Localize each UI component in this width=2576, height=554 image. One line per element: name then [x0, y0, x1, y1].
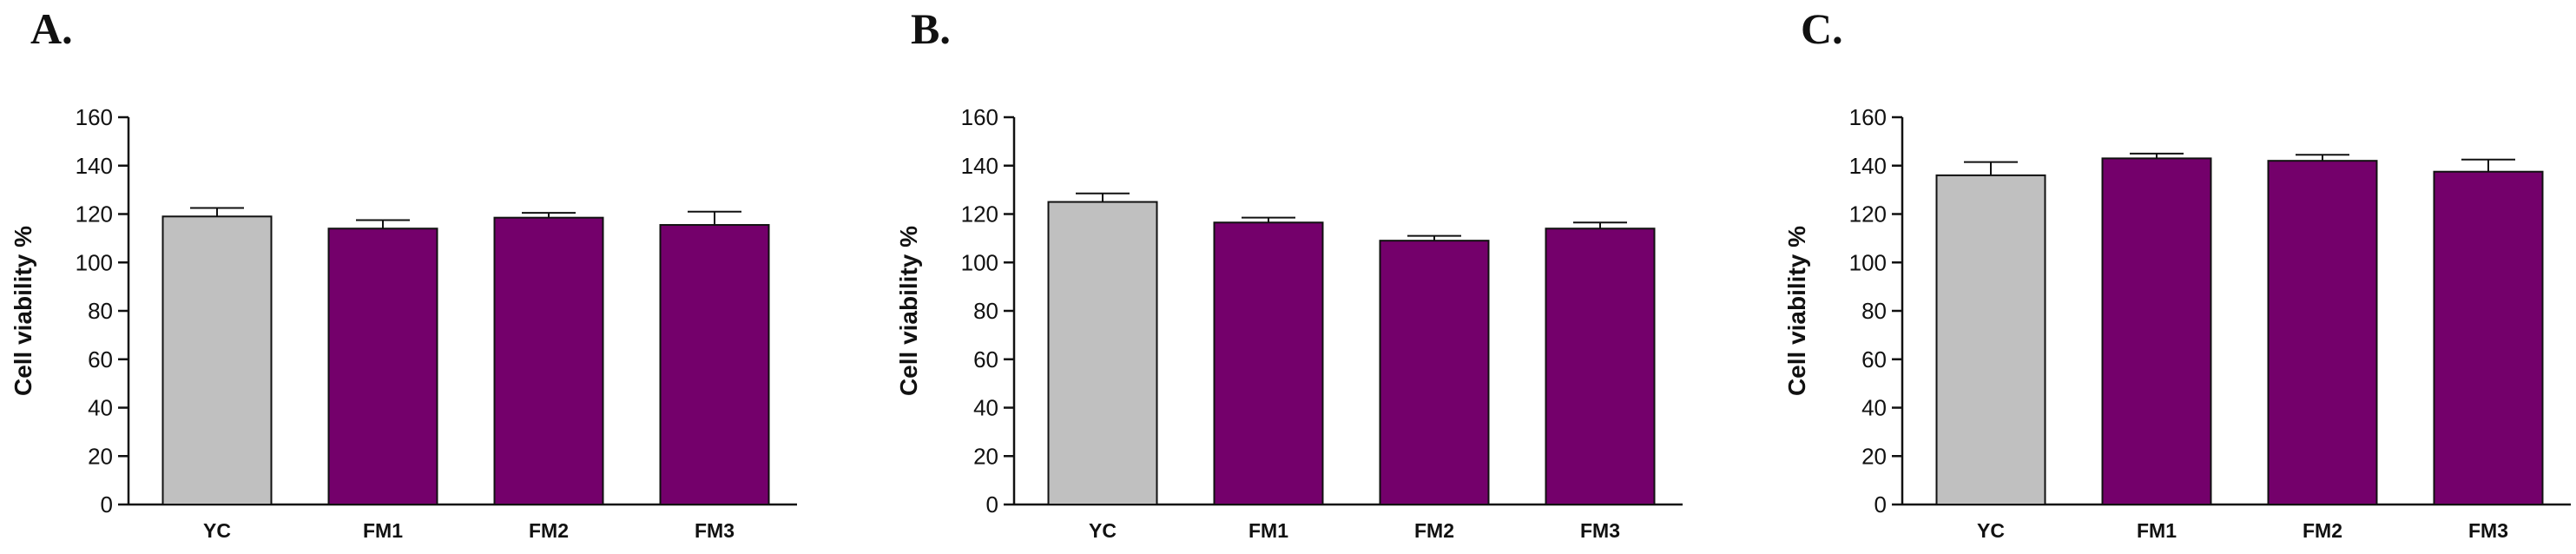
x-tick-label: FM2: [2303, 519, 2342, 542]
y-tick-label: 80: [88, 298, 113, 324]
y-tick-label: 160: [961, 104, 998, 130]
y-tick-label: 100: [76, 249, 113, 275]
bar-fm2: [1379, 240, 1490, 505]
x-tick-label: FM1: [363, 519, 403, 542]
bar-fm1: [2101, 157, 2212, 505]
x-tick-label: FM2: [529, 519, 569, 542]
x-tick-label: FM3: [695, 519, 735, 542]
y-tick-label: 60: [1861, 346, 1887, 373]
y-tick-label: 0: [101, 491, 113, 518]
y-tick-label: 0: [1874, 491, 1887, 518]
y-tick-label: 20: [1861, 443, 1887, 469]
y-tick-label: 100: [1849, 249, 1887, 275]
x-tick-label: FM1: [1248, 519, 1288, 542]
x-tick-label: FM3: [1580, 519, 1620, 542]
panel-letter: A.: [30, 4, 73, 53]
y-tick-label: 120: [961, 201, 998, 228]
chart-panel-2: B. Cell viability % 0 20 40 60 80 100 120 140 160 Y…: [895, 4, 1683, 542]
y-axis-title: Cell viability %: [895, 226, 922, 396]
x-tick-label: YC: [203, 519, 231, 542]
bar-fm3: [659, 224, 770, 505]
y-tick-label: 140: [1849, 153, 1887, 179]
bar-yc: [161, 215, 273, 505]
bar-fm3: [1545, 228, 1656, 505]
chart-panel-1: A. Cell viability % 0 20 40 60 80 100 120 140 160 Y…: [10, 4, 797, 542]
bar-fm2: [2267, 160, 2378, 506]
y-tick-label: 160: [1849, 104, 1887, 130]
panel-letter: C.: [1801, 4, 1843, 53]
bar-fm3: [2433, 170, 2544, 505]
y-tick-label: 0: [986, 491, 998, 518]
y-tick-label: 80: [973, 298, 998, 324]
x-tick-label: FM2: [1414, 519, 1454, 542]
bar-fm1: [327, 228, 438, 505]
x-tick-label: YC: [1089, 519, 1117, 542]
y-tick-label: 160: [76, 104, 113, 130]
bar-yc: [1935, 174, 2046, 505]
x-tick-label: FM1: [2137, 519, 2177, 542]
bar-fm2: [493, 216, 604, 505]
y-axis-title: Cell viability %: [1783, 226, 1810, 396]
panel-letter: B.: [911, 4, 951, 53]
y-tick-label: 100: [961, 249, 998, 275]
y-tick-label: 40: [973, 395, 998, 421]
y-tick-label: 120: [1849, 201, 1887, 228]
y-tick-label: 140: [961, 153, 998, 179]
bar-fm1: [1213, 221, 1324, 505]
y-tick-label: 60: [88, 346, 113, 373]
y-tick-label: 80: [1861, 298, 1887, 324]
y-tick-label: 60: [973, 346, 998, 373]
y-tick-label: 140: [76, 153, 113, 179]
y-axis-title: Cell viability %: [10, 226, 36, 396]
chart-panel-3: C. Cell viability % 0 20 40 60 80 100 120 140 160 Y…: [1783, 4, 2571, 542]
x-tick-label: YC: [1977, 519, 2005, 542]
y-tick-label: 20: [88, 443, 113, 469]
y-tick-label: 40: [1861, 395, 1887, 421]
x-tick-label: FM3: [2468, 519, 2508, 542]
y-tick-label: 20: [973, 443, 998, 469]
y-tick-label: 40: [88, 395, 113, 421]
y-tick-label: 120: [76, 201, 113, 228]
bar-yc: [1047, 201, 1158, 505]
